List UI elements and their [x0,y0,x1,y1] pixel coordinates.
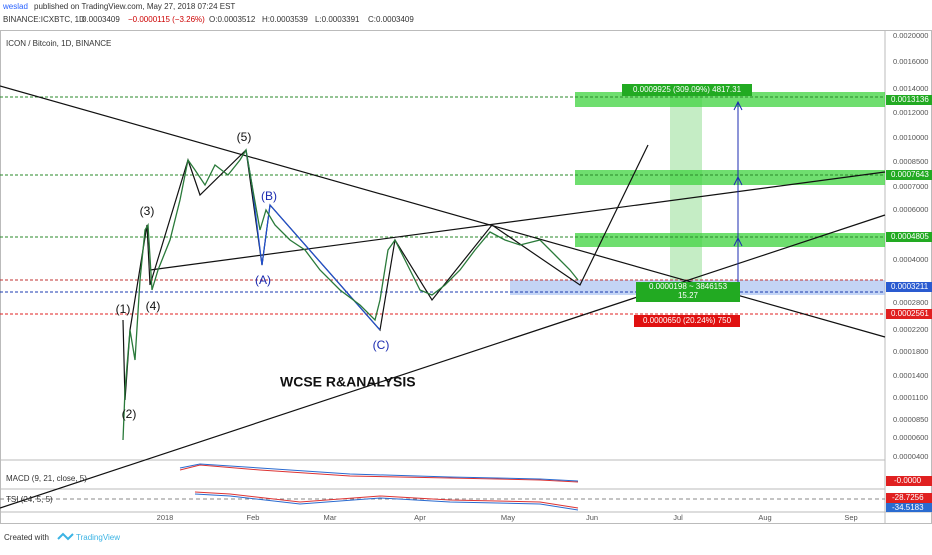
price-marker: 0.0013136 [891,95,929,104]
wave-line [245,149,381,331]
target-arrows [733,100,743,285]
published: published on TradingView.com, May 27, 20… [34,2,235,11]
price-axis-label: 0.0001800 [893,347,928,356]
change: −0.0000115 (−3.26%) [128,15,205,24]
price-marker: 0.0004805 [891,232,929,241]
footer-brand[interactable]: TradingView [76,533,120,542]
price-marker-box [886,95,932,105]
price-axis-label: 0.0012000 [893,108,928,117]
price-axis-label: 0.0001400 [893,371,928,380]
wave-label: (2) [122,407,137,421]
footer-created: Created with [4,533,49,542]
tsi-value-box [886,503,932,512]
price-axis-label: 0.0002200 [893,325,928,334]
price-axis-label: 0.0006000 [893,205,928,214]
brand-logo [57,532,74,541]
wave-label: (B) [261,189,277,203]
macd-signal [179,463,579,482]
tsi-value-box [886,493,932,503]
wave-label: (3) [140,204,155,218]
tsi-signal [194,493,579,511]
time-axis-label: Aug [758,513,771,522]
macd-line [179,464,579,483]
price-marker-box [886,309,932,319]
position-label: 15.27 [678,291,699,300]
symbol: BINANCE:ICXBTC, 1D [3,15,85,24]
wave-label: (1) [116,302,131,316]
tsi-value: -34.5183 [892,503,924,512]
time-axis-label: May [501,513,515,522]
price-marker-box [886,282,932,292]
price-axis-label: 0.0010000 [893,133,928,142]
wave-label: (5) [237,130,252,144]
tsi-line [194,491,579,509]
price-axis-label: 0.0004000 [893,255,928,264]
target-box [622,84,752,96]
stop-label: 0.0000650 (20.24%) 750 [643,316,732,325]
open: O:0.0003512 [209,15,256,24]
price-marker: 0.0003211 [891,282,929,291]
wave-label: (C) [373,338,390,352]
price-axis-label: 0.0002800 [893,298,928,307]
position-box [636,282,740,302]
macd-value-box [886,476,932,486]
low: L:0.0003391 [315,15,360,24]
macd-value: -0.0000 [894,476,922,485]
tsi-label: TSI (24, 5, 5) [6,495,53,504]
price-axis-label: 0.0008500 [893,157,928,166]
tp-zone [575,233,885,247]
author[interactable]: weslad [2,2,28,11]
target-zone [670,92,702,285]
wave-label: (4) [146,299,161,313]
wave-label: (A) [255,273,271,287]
time-axis-label: Jul [673,513,683,522]
position-label: 0.0000198 ~ 3846153 [649,282,728,291]
tsi-value: -28.7256 [892,493,924,502]
price-axis-label: 0.0000850 [893,415,928,424]
price-axis-label: 0.0007000 [893,182,928,191]
time-axis-label: 2018 [157,513,174,522]
price-line [122,148,579,441]
price-axis-label: 0.0001100 [893,393,928,402]
time-axis-label: Sep [844,513,857,522]
price-marker-box [886,170,932,180]
chart-title: ICON / Bitcoin, 1D, BINANCE [6,39,111,48]
trend-lines [0,85,886,509]
stop-box [634,315,740,327]
price: 0.0003409 [82,15,120,24]
price-axis-label: 0.0000600 [893,433,928,442]
macd-label: MACD (9, 21, close, 5) [6,474,87,483]
price-marker: 0.0002561 [891,309,929,318]
price-marker-box [886,232,932,242]
time-axis-label: Jun [586,513,598,522]
price-axis-label: 0.0000400 [893,452,928,461]
watermark: WCSE R&ANALYSIS [280,374,416,390]
time-axis-label: Mar [324,513,337,522]
time-axis-label: Apr [414,513,426,522]
high: H:0.0003539 [262,15,308,24]
price-axis-label: 0.0020000 [893,31,928,40]
price-axis-label: 0.0014000 [893,84,928,93]
target-label: 0.0009925 (309.09%) 4817.31 [633,85,742,94]
price-axis-label: 0.0016000 [893,57,928,66]
tp-zone [575,170,885,185]
price-marker: 0.0007643 [891,170,929,179]
close: C:0.0003409 [368,15,414,24]
time-axis-label: Feb [247,513,260,522]
